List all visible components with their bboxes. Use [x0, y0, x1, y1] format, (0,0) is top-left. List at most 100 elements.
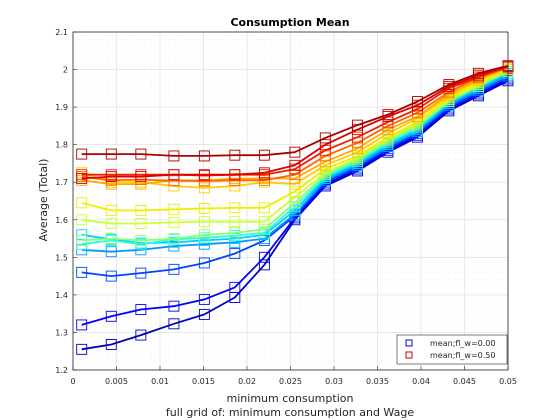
y-tick-label: 1.5: [55, 253, 68, 262]
data-point-marker: [135, 234, 147, 246]
x-tick-label: 0.015: [192, 377, 215, 386]
data-point-marker: [412, 96, 423, 107]
data-point-marker: [198, 203, 210, 214]
data-point-marker: [105, 233, 117, 245]
series-line: [81, 64, 509, 180]
data-point-marker: [258, 216, 270, 228]
data-point-marker: [229, 281, 241, 293]
series-line: [81, 68, 509, 225]
data-point-marker: [229, 169, 241, 181]
y-tick-label: 1.7: [55, 178, 68, 187]
y-tick-label: 1.4: [55, 291, 68, 300]
legend-label-1: mean;fl_w=0.50: [430, 351, 495, 360]
data-point-marker: [198, 293, 210, 305]
x-tick-label: 0.01: [151, 377, 169, 386]
data-point-marker: [135, 329, 147, 341]
legend-marker-0: [405, 339, 413, 347]
series-line: [81, 78, 509, 326]
y-tick-label: 1.3: [55, 328, 68, 337]
data-point-marker: [319, 132, 331, 144]
data-point-marker: [258, 167, 270, 179]
data-point-marker: [258, 259, 270, 271]
data-point-marker: [105, 204, 117, 216]
data-point-marker: [168, 175, 180, 187]
y-tick-label: 2: [63, 66, 68, 75]
series-line: [81, 79, 509, 351]
y-tick-label: 1.8: [55, 141, 68, 150]
data-point-marker: [105, 310, 117, 322]
series-line: [81, 68, 509, 212]
data-point-marker: [168, 318, 180, 330]
data-point-marker: [198, 308, 210, 320]
data-point-marker: [76, 319, 88, 331]
x-tick-label: 0.03: [325, 377, 343, 386]
legend-label-0: mean;fl_w=0.00: [430, 339, 495, 348]
data-point-marker: [105, 339, 117, 350]
series-line: [81, 66, 509, 183]
data-point-marker: [198, 216, 210, 228]
data-point-marker: [289, 159, 301, 171]
y-tick-label: 1.6: [55, 216, 68, 225]
data-point-marker: [168, 263, 180, 275]
data-point-marker: [135, 204, 147, 216]
data-point-marker: [352, 119, 363, 131]
data-point-marker: [289, 186, 301, 198]
series-line: [81, 74, 509, 253]
data-point-marker: [135, 267, 147, 279]
data-point-marker: [76, 343, 88, 355]
data-point-marker: [168, 203, 180, 215]
series-line: [81, 76, 509, 278]
data-point-marker: [76, 244, 88, 256]
data-point-marker: [198, 257, 210, 269]
series-7: [76, 64, 514, 229]
x-tick-label: 0.035: [366, 377, 389, 386]
legend-marker-1: [405, 351, 413, 359]
x-tick-label: 0.045: [453, 377, 476, 386]
legend-box: [396, 334, 508, 365]
data-point-marker: [168, 150, 180, 162]
x-axis-ticks: 0 0.005 0.01 0.015 0.02 0.025 0.03 0.035 0.04 0.0…: [70, 366, 517, 386]
data-point-marker: [229, 248, 241, 260]
data-point-marker: [76, 173, 88, 184]
y-tick-label: 1.2: [55, 366, 68, 375]
data-point-marker: [168, 169, 180, 181]
figure-caption: full grid of: minimum consumption and Wa…: [166, 406, 414, 419]
data-point-marker: [198, 229, 210, 241]
x-axis-label: minimum consumption: [227, 392, 354, 405]
legend: mean;fl_w=0.00 mean;fl_w=0.50: [396, 334, 508, 365]
data-point-marker: [229, 227, 241, 239]
x-tick-label: 0.025: [279, 377, 302, 386]
data-point-marker: [76, 197, 88, 209]
data-point-marker: [135, 171, 147, 183]
data-point-marker: [229, 216, 241, 228]
series-line: [81, 65, 509, 177]
series-line: [81, 66, 509, 186]
series-line: [81, 70, 509, 242]
x-tick-label: 0.02: [238, 377, 256, 386]
x-tick-label: 0.005: [105, 377, 128, 386]
data-point-marker: [198, 169, 210, 181]
x-tick-label: 0.04: [412, 377, 430, 386]
data-point-marker: [198, 150, 210, 162]
x-tick-label: 0: [70, 377, 75, 386]
data-point-marker: [105, 270, 117, 282]
x-tick-label: 0.05: [499, 377, 517, 386]
data-point-marker: [105, 171, 117, 183]
y-axis-ticks: 1.2 1.3 1.4 1.5 1.6 1.7 1.8 1.9 2 2.1: [55, 28, 77, 375]
data-point-marker: [76, 148, 88, 160]
series-14: [76, 60, 514, 162]
data-point-marker: [76, 234, 88, 246]
data-point-marker: [135, 218, 147, 229]
data-point-marker: [168, 216, 180, 228]
series-layer: [76, 60, 514, 355]
data-point-marker: [105, 246, 117, 258]
data-point-marker: [352, 131, 363, 143]
data-point-marker: [229, 149, 241, 161]
series-line: [81, 64, 509, 157]
data-point-marker: [198, 182, 210, 194]
data-point-marker: [472, 67, 484, 79]
data-point-marker: [258, 223, 270, 235]
data-point-marker: [258, 251, 270, 263]
y-axis-label: Average (Total): [37, 159, 50, 242]
